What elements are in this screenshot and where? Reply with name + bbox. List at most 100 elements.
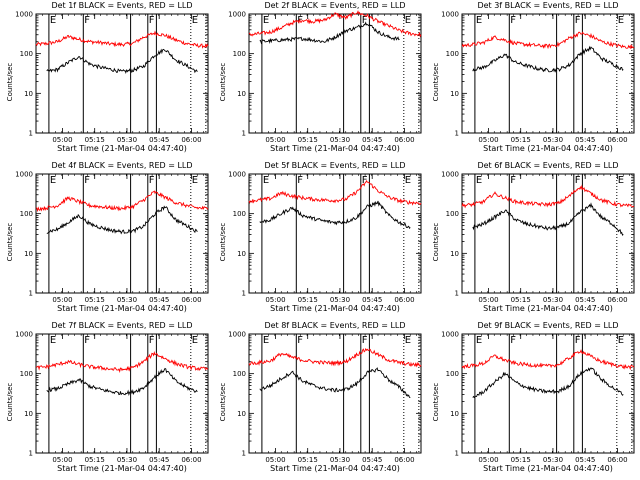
y-tick-label: 1 [29,450,33,458]
series-events-line [259,21,400,45]
x-axis-label: Start Time (21-Mar-04 04:47:40) [57,144,187,153]
x-tick-label: 06:00 [181,136,201,144]
panel-title: Det 5f BLACK = Events, RED = LLD [264,161,406,170]
y-tick-label: 1000 [441,171,459,179]
flag-label: F [510,335,516,346]
flag-label: E [618,175,624,186]
y-tick-label: 1 [455,290,459,298]
flag-label: F [575,175,581,186]
series-lld-line [461,184,635,209]
flag-label: F [510,175,516,186]
flag-label: E [50,335,56,346]
x-tick-label: 05:45 [575,296,595,304]
x-axis-label: Start Time (21-Mar-04 04:47:40) [483,464,613,473]
flag-label: E [618,335,624,346]
y-tick-label: 1000 [15,11,33,19]
x-tick-label: 05:30 [330,296,350,304]
x-axis-label: Start Time (21-Mar-04 04:47:40) [270,144,400,153]
flag-label: E [405,15,411,26]
series-events-line [46,48,198,74]
flag-label: E [263,175,269,186]
flag-label: E [618,15,624,26]
flag-label: F [362,15,368,26]
plot-frame [35,333,209,454]
x-tick-label: 05:15 [298,296,318,304]
flag-label: E [405,335,411,346]
y-axis-label: Counts/sec [6,62,14,102]
y-tick-label: 1 [242,290,246,298]
x-tick-label: 05:00 [478,136,498,144]
flag-label: F [84,335,90,346]
flag-label: E [192,335,198,346]
series-lld-line [35,190,209,213]
series-lld-line [248,10,422,38]
y-tick-label: 1000 [228,171,246,179]
detector-panel: 1 10 100 1000 05:00 05:15 05:30 05:45 06:00 E F F E D… [426,160,639,320]
flag-label: E [263,335,269,346]
x-tick-label: 05:45 [362,456,382,464]
plot-frame [35,173,209,294]
series-lld-line [461,31,635,50]
y-axis-label: Counts/sec [6,382,14,422]
x-tick-label: 05:30 [543,136,563,144]
series-lld-line [35,30,209,49]
x-axis-label: Start Time (21-Mar-04 04:47:40) [57,464,187,473]
y-tick-label: 100 [20,370,33,378]
flag-label: F [510,15,516,26]
x-tick-label: 05:00 [265,136,285,144]
y-tick-label: 100 [446,210,459,218]
x-tick-label: 06:00 [607,136,627,144]
x-tick-label: 05:30 [543,296,563,304]
x-tick-label: 05:45 [149,296,169,304]
panel-title: Det 4f BLACK = Events, RED = LLD [51,161,193,170]
x-tick-label: 05:45 [362,296,382,304]
panel-title: Det 2f BLACK = Events, RED = LLD [264,1,406,10]
flag-label: F [362,335,368,346]
series-events-line [46,205,198,235]
y-tick-label: 1 [455,450,459,458]
y-tick-label: 1 [455,130,459,138]
y-tick-label: 100 [233,370,246,378]
x-tick-label: 05:00 [265,296,285,304]
flag-label: F [149,335,155,346]
series-events-line [472,367,624,399]
y-tick-label: 10 [24,410,33,418]
flag-label: E [405,175,411,186]
flag-label: E [192,175,198,186]
flag-label: E [192,15,198,26]
detector-panel: 1 10 100 1000 05:00 05:15 05:30 05:45 06:00 E F F E D… [426,0,639,160]
plot-frame [35,13,209,134]
x-tick-label: 06:00 [394,136,414,144]
y-tick-label: 1 [29,130,33,138]
x-tick-label: 05:00 [265,456,285,464]
x-tick-label: 05:15 [298,136,318,144]
series-events-line [46,367,198,396]
x-tick-label: 05:45 [362,136,382,144]
flag-label: F [149,175,155,186]
y-tick-label: 10 [450,410,459,418]
x-tick-label: 06:00 [607,456,627,464]
y-tick-label: 100 [20,50,33,58]
x-tick-label: 05:30 [543,456,563,464]
y-tick-label: 1000 [228,11,246,19]
series-lld-line [461,349,635,371]
y-tick-label: 1000 [15,331,33,339]
y-tick-label: 1000 [441,11,459,19]
plot-frame [248,333,422,454]
y-tick-label: 100 [233,50,246,58]
y-tick-label: 10 [450,90,459,98]
y-tick-label: 100 [233,210,246,218]
x-tick-label: 05:30 [330,456,350,464]
flag-label: E [50,175,56,186]
y-tick-label: 100 [446,370,459,378]
detector-panel: 1 10 100 1000 05:00 05:15 05:30 05:45 06:00 E F F E D… [0,160,213,320]
detector-panel: 1 10 100 1000 05:00 05:15 05:30 05:45 06:00 E F F E D… [213,320,426,480]
x-tick-label: 05:30 [117,136,137,144]
plot-frame [248,173,422,294]
x-tick-label: 05:45 [149,456,169,464]
plot-frame [461,13,635,134]
